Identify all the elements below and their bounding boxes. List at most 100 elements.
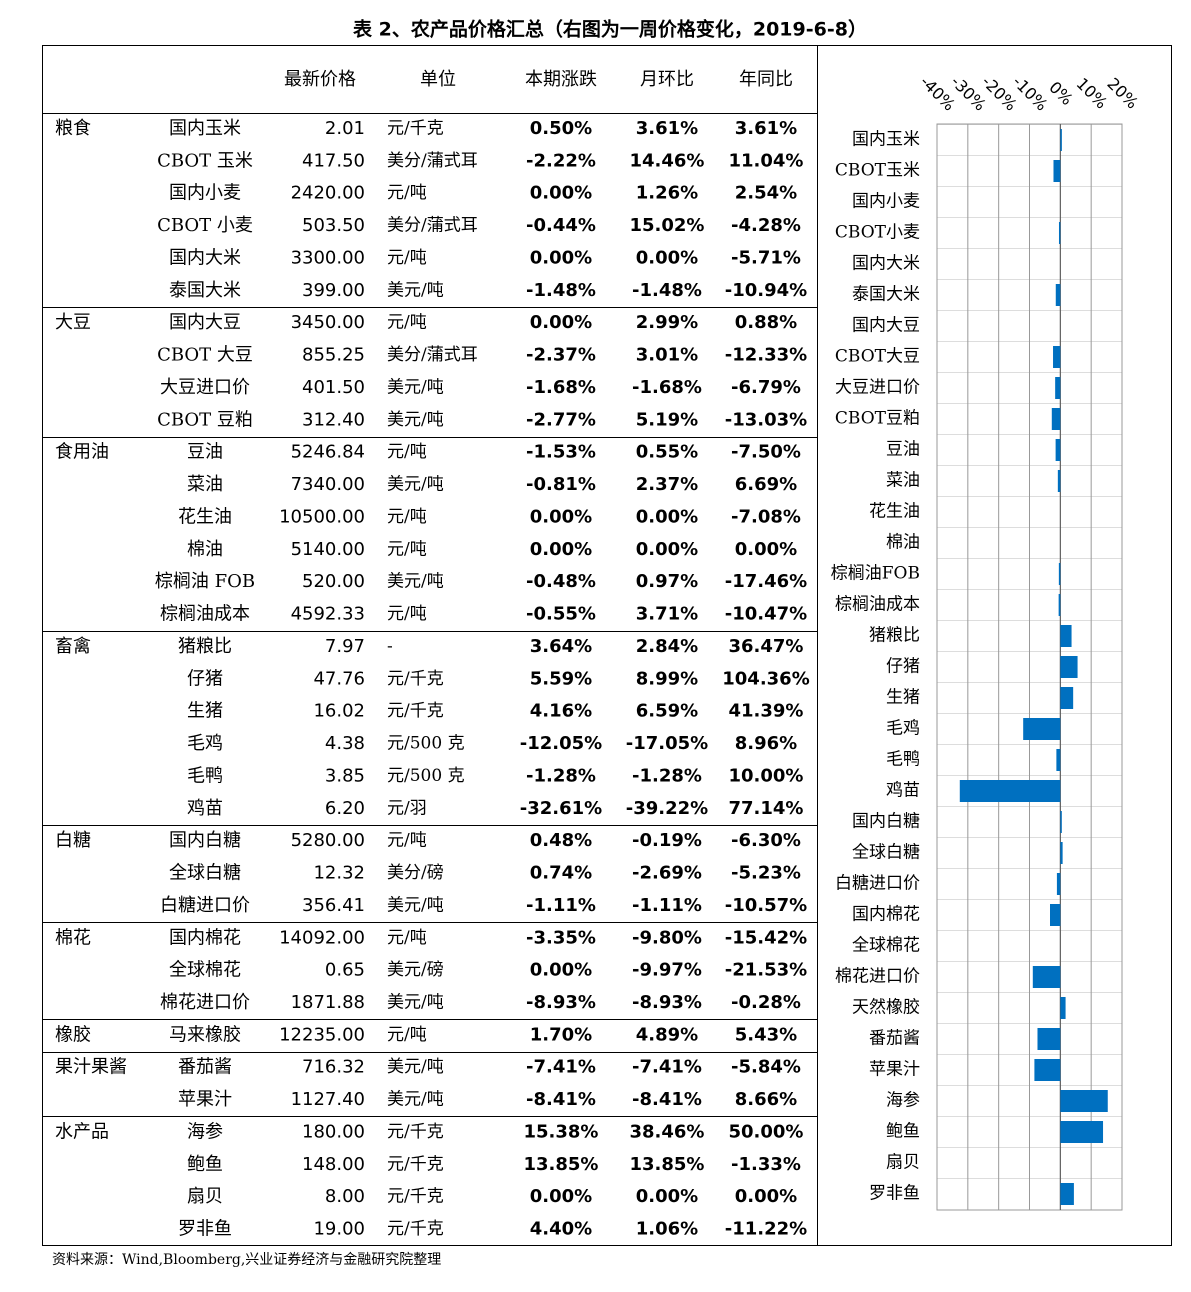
change: -1.11%	[526, 895, 596, 916]
bar	[1060, 1183, 1074, 1205]
unit: 美元/磅	[387, 960, 444, 980]
column-header: 月环比	[640, 69, 694, 90]
y-tick-label: 海参	[886, 1091, 920, 1111]
change: 0.00%	[735, 1186, 797, 1207]
y-tick-label: 全球白糖	[852, 843, 920, 863]
column-header: 最新价格	[284, 69, 356, 90]
bar	[1060, 1121, 1104, 1143]
change: -13.03%	[725, 409, 807, 430]
change: 1.70%	[530, 1024, 592, 1045]
unit: 元/吨	[387, 1025, 427, 1045]
bar	[1055, 377, 1061, 399]
unit: 元/千克	[387, 1122, 444, 1142]
item-name: 罗非鱼	[178, 1219, 232, 1240]
y-tick-label: CBOT小麦	[835, 223, 920, 243]
change: 6.59%	[636, 701, 698, 722]
group-label: 畜禽	[55, 636, 91, 657]
item-name: 仔猪	[187, 668, 223, 689]
change: -2.22%	[526, 150, 596, 171]
y-tick-label: 生猪	[886, 688, 920, 708]
unit: 美元/吨	[387, 410, 444, 430]
change: 0.00%	[636, 539, 698, 560]
y-tick-label: 扇贝	[886, 1153, 920, 1173]
unit: 元/吨	[387, 831, 427, 851]
column-header: 本期涨跌	[525, 69, 597, 90]
change: -5.84%	[731, 1057, 801, 1078]
change: 0.00%	[530, 247, 592, 268]
price: 716.32	[302, 1057, 365, 1078]
unit: 美元/吨	[387, 1057, 444, 1077]
y-tick-label: 国内小麦	[852, 192, 920, 212]
unit: 美分/蒲式耳	[387, 216, 478, 236]
y-tick-label: CBOT大豆	[835, 347, 920, 367]
change: -12.33%	[725, 345, 807, 366]
item-name: 豆油	[187, 442, 223, 463]
group-label: 水产品	[55, 1121, 109, 1142]
change: 6.69%	[735, 474, 797, 495]
bar	[1053, 346, 1061, 368]
y-tick-label: 泰国大米	[852, 285, 920, 305]
item-name: 棕榈油成本	[160, 604, 250, 625]
column-header: 单位	[420, 69, 456, 90]
change: -0.19%	[632, 830, 702, 851]
change: 3.71%	[636, 604, 698, 625]
change: -21.53%	[725, 960, 807, 981]
change: -15.42%	[725, 927, 807, 948]
change: 8.66%	[735, 1089, 797, 1110]
y-tick-label: 仔猪	[886, 657, 920, 677]
change: -12.05%	[520, 733, 602, 754]
change: 4.40%	[530, 1219, 592, 1240]
price: 148.00	[302, 1154, 365, 1175]
change: -8.93%	[632, 992, 702, 1013]
change: -1.53%	[526, 442, 596, 463]
change: -32.61%	[520, 798, 602, 819]
item-name: 棕榈油 FOB	[155, 571, 255, 592]
group-label: 棉花	[55, 927, 91, 948]
item-name: CBOT 大豆	[157, 345, 253, 366]
change: 0.00%	[530, 312, 592, 333]
bar	[1060, 811, 1062, 833]
unit: 元/500 克	[387, 734, 465, 754]
change: 5.59%	[530, 668, 592, 689]
unit: 美元/吨	[387, 280, 444, 300]
change: 14.46%	[630, 150, 705, 171]
y-tick-label: 棕榈油FOB	[831, 564, 920, 584]
y-tick-label: 天然橡胶	[852, 998, 920, 1018]
price: 3300.00	[291, 247, 365, 268]
y-tick-label: 棉油	[886, 533, 920, 553]
price: 3.85	[325, 765, 365, 786]
change: 13.85%	[524, 1154, 599, 1175]
y-tick-label: 棕榈油成本	[835, 595, 920, 615]
change: -9.80%	[632, 927, 702, 948]
chart-frame	[817, 45, 1172, 1246]
change: 10.00%	[729, 765, 804, 786]
change: -1.68%	[526, 377, 596, 398]
price: 6.20	[325, 798, 365, 819]
unit: 元/500 克	[387, 766, 465, 786]
y-tick-label: 国内玉米	[852, 130, 920, 150]
change: 3.64%	[530, 636, 592, 657]
change: 3.01%	[636, 345, 698, 366]
change: 2.99%	[636, 312, 698, 333]
y-tick-label: 鲍鱼	[886, 1122, 920, 1142]
price: 520.00	[302, 571, 365, 592]
x-tick-label: -20%	[978, 72, 1021, 115]
unit: 美元/吨	[387, 572, 444, 592]
change: 0.50%	[530, 118, 592, 139]
unit: 元/吨	[387, 507, 427, 527]
plot-area	[936, 123, 1123, 1211]
change: -10.57%	[725, 895, 807, 916]
item-name: 国内小麦	[169, 183, 241, 204]
item-name: 国内玉米	[169, 118, 241, 139]
price: 312.40	[302, 409, 365, 430]
item-name: 全球棉花	[169, 960, 241, 981]
item-name: 花生油	[178, 506, 232, 527]
y-tick-label: 毛鸭	[886, 750, 920, 770]
unit: 元/吨	[387, 604, 427, 624]
change: -7.50%	[731, 442, 801, 463]
change: -1.68%	[632, 377, 702, 398]
change: 4.16%	[530, 701, 592, 722]
change: 41.39%	[729, 701, 804, 722]
bar	[1056, 749, 1061, 771]
